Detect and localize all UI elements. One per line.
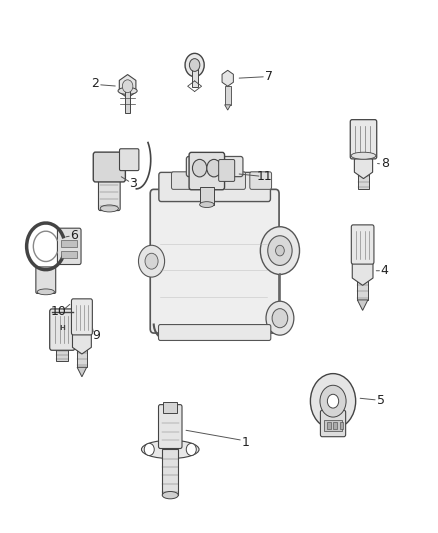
Ellipse shape [162, 491, 178, 499]
Ellipse shape [200, 201, 214, 207]
Circle shape [207, 159, 221, 177]
Circle shape [192, 159, 207, 177]
Bar [77, 341, 87, 367]
Bar [357, 271, 368, 300]
Text: 5: 5 [377, 393, 385, 407]
Circle shape [276, 245, 284, 256]
FancyBboxPatch shape [93, 152, 125, 182]
FancyBboxPatch shape [186, 157, 243, 176]
Circle shape [138, 245, 165, 277]
FancyBboxPatch shape [219, 159, 235, 181]
Circle shape [268, 236, 292, 265]
Ellipse shape [351, 152, 376, 159]
Text: 3: 3 [129, 177, 137, 190]
Circle shape [311, 374, 356, 429]
Circle shape [266, 301, 294, 335]
Text: 6: 6 [70, 229, 78, 242]
Circle shape [145, 253, 158, 269]
Ellipse shape [100, 205, 118, 212]
Bar [56, 345, 68, 361]
FancyBboxPatch shape [321, 410, 346, 437]
FancyBboxPatch shape [224, 172, 245, 189]
Circle shape [122, 80, 133, 93]
Polygon shape [354, 153, 373, 179]
Circle shape [327, 394, 339, 408]
Ellipse shape [141, 440, 199, 458]
Bar [125, 91, 130, 113]
Bar [324, 419, 342, 431]
FancyBboxPatch shape [159, 325, 271, 341]
Polygon shape [225, 105, 231, 110]
Circle shape [189, 59, 200, 71]
Ellipse shape [118, 87, 137, 94]
FancyBboxPatch shape [150, 189, 279, 333]
Polygon shape [222, 70, 233, 86]
Bar [225, 86, 231, 105]
Text: 1: 1 [241, 436, 249, 449]
Text: 2: 2 [91, 77, 99, 90]
Circle shape [185, 53, 204, 77]
Text: 8: 8 [381, 157, 389, 170]
Text: 10: 10 [51, 305, 67, 318]
Circle shape [320, 385, 346, 417]
FancyBboxPatch shape [189, 152, 225, 190]
Polygon shape [357, 300, 368, 310]
Circle shape [260, 227, 300, 274]
Text: H: H [60, 325, 65, 331]
FancyBboxPatch shape [36, 267, 56, 294]
Text: 4: 4 [381, 264, 389, 277]
FancyBboxPatch shape [159, 172, 270, 201]
Polygon shape [352, 256, 373, 285]
FancyBboxPatch shape [171, 172, 193, 189]
Bar [191, 65, 198, 87]
Bar [327, 422, 331, 429]
Text: 9: 9 [92, 329, 100, 342]
FancyBboxPatch shape [250, 172, 272, 189]
Bar [333, 422, 337, 429]
Bar [61, 251, 77, 258]
FancyBboxPatch shape [350, 120, 377, 159]
Bar [162, 449, 178, 495]
Ellipse shape [37, 289, 54, 295]
FancyBboxPatch shape [351, 225, 374, 264]
Bar [339, 422, 343, 429]
Text: 11: 11 [256, 170, 272, 183]
Polygon shape [119, 75, 136, 98]
Text: 7: 7 [265, 70, 272, 83]
Bar [61, 240, 77, 247]
FancyBboxPatch shape [71, 299, 92, 335]
Bar [163, 402, 177, 413]
Circle shape [144, 443, 154, 456]
Circle shape [186, 443, 196, 456]
FancyBboxPatch shape [120, 149, 139, 171]
FancyBboxPatch shape [159, 405, 182, 448]
Polygon shape [72, 327, 92, 354]
Bar [200, 187, 214, 205]
Bar [357, 166, 370, 189]
FancyBboxPatch shape [198, 172, 219, 189]
FancyBboxPatch shape [49, 309, 75, 350]
FancyBboxPatch shape [57, 228, 81, 264]
FancyBboxPatch shape [99, 174, 120, 211]
Circle shape [272, 309, 288, 328]
Polygon shape [77, 367, 87, 377]
